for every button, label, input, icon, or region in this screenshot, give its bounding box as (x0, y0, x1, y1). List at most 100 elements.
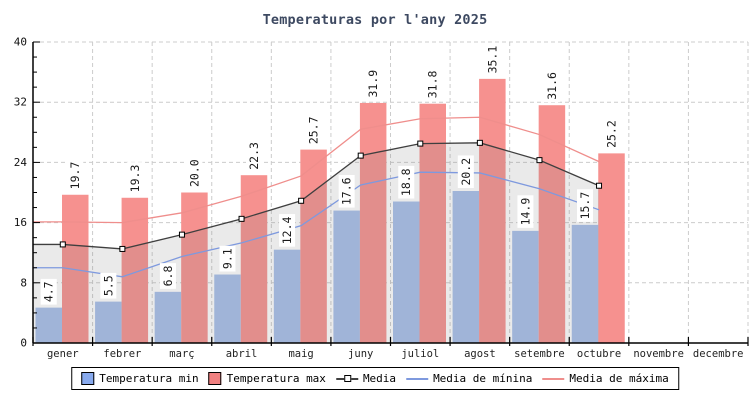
bar-max-value-label-bg (186, 156, 203, 190)
media-marker (357, 152, 364, 159)
bar-max-value-label: 25.2 (605, 120, 619, 148)
bar-max-value-label-bg (424, 68, 441, 101)
legend-line-swatch-icon (406, 377, 429, 380)
bar-max-value-label-bg (126, 162, 143, 195)
x-axis-label: gener (47, 348, 79, 360)
x-axis-label: setembre (514, 348, 565, 360)
y-axis-tick-label: 8 (20, 276, 27, 289)
bar-min-value-label-bg (219, 245, 236, 272)
x-axis-label: maig (288, 348, 313, 360)
legend-bar-swatch-icon (81, 372, 95, 385)
bar-min-value-label: 4.7 (42, 281, 56, 302)
media-marker (476, 139, 483, 146)
bar-min-value-label-bg (159, 263, 176, 289)
legend-item-temperatura-min: Temperatura min (81, 372, 199, 385)
legend-item-media-de-m-nina: Media de mínina (406, 372, 532, 385)
y-axis-tick-label: 16 (14, 216, 27, 229)
x-axis-label: març (169, 348, 194, 360)
bar-temperatura-max (598, 153, 625, 343)
bar-temperatura-min (95, 301, 122, 343)
x-axis-label: febrer (103, 348, 141, 360)
bar-min-value-label: 6.8 (161, 266, 175, 287)
media-shaded-area (33, 142, 600, 343)
bar-temperatura-min (452, 190, 480, 343)
legend-label: Media de máxima (569, 372, 669, 385)
x-axis-label: decembre (693, 348, 744, 360)
bar-temperatura-max (359, 102, 387, 343)
bar-min-value-label: 5.5 (101, 275, 115, 296)
bar-max-value-label: 31.9 (366, 70, 380, 98)
legend-line-swatch-icon (335, 375, 358, 382)
bar-min-value-label: 9.1 (221, 248, 235, 269)
legend-bar-swatch-icon (208, 372, 222, 385)
media-marker (536, 157, 543, 164)
bar-min-value-label-bg (279, 214, 296, 247)
bar-min-value-label-bg (457, 155, 474, 188)
bar-max-value-label-bg (484, 43, 501, 76)
y-axis-tick-label: 0 (20, 337, 27, 350)
legend-item-media-de-m-xima: Media de máxima (542, 372, 669, 385)
legend-label: Media de mínina (433, 372, 533, 385)
bar-min-value-label: 15.7 (578, 192, 592, 220)
chart-legend: Temperatura min Temperatura max Media Media… (71, 367, 679, 390)
bar-min-value-label: 18.8 (399, 168, 413, 196)
x-axis-label: juliol (401, 348, 439, 360)
bar-temperatura-min (154, 291, 182, 343)
legend-label: Temperatura max (226, 372, 326, 385)
y-axis-tick-label: 32 (14, 96, 27, 109)
bar-min-value-label: 14.9 (518, 198, 532, 226)
media-marker (59, 241, 66, 248)
x-axis-label: octubre (577, 348, 621, 360)
bar-min-value-label-bg (100, 272, 117, 299)
bar-temperatura-min (512, 230, 539, 343)
x-axis-label: agost (464, 348, 496, 360)
bar-temperatura-min (333, 210, 360, 343)
bar-max-value-label-bg (246, 139, 262, 173)
bar-max-value-label: 31.8 (426, 70, 440, 98)
media-marker (298, 197, 305, 204)
y-axis-tick-label: 24 (14, 156, 28, 169)
bar-max-value-label-bg (603, 117, 620, 151)
bar-temperatura-min (393, 201, 420, 343)
bar-temperatura-min (273, 249, 301, 343)
bar-max-value-label: 19.3 (128, 165, 142, 193)
bar-max-value-label: 19.7 (68, 162, 82, 190)
bar-temperatura-min (571, 224, 599, 343)
legend-line-swatch-icon (542, 377, 565, 380)
bar-min-value-label-bg (338, 174, 355, 208)
bar-max-value-label: 31.6 (545, 72, 559, 100)
bar-min-value-label: 17.6 (340, 177, 354, 205)
bar-temperatura-min (35, 307, 62, 343)
bar-min-value-label: 12.4 (280, 216, 294, 244)
y-axis-tick-label: 40 (14, 36, 27, 49)
media-marker (238, 215, 245, 222)
bar-min-value-label: 20.2 (459, 158, 473, 186)
legend-label: Media (362, 372, 397, 385)
bar-temperatura-max (300, 149, 327, 343)
x-axis-label: novembre (633, 348, 684, 360)
x-axis-label: abril (226, 348, 258, 360)
bar-min-value-label-bg (517, 195, 534, 228)
bar-max-value-label-bg (365, 67, 382, 100)
bar-min-value-label-bg (577, 189, 593, 222)
media-de-maxima-line (33, 116, 600, 224)
legend-item-temperatura-max: Temperatura max (208, 372, 326, 385)
legend-label: Temperatura min (99, 372, 199, 385)
bar-max-value-label: 20.0 (187, 159, 201, 187)
chart-title: Temperaturas por l'any 2025 (262, 12, 488, 28)
bar-min-value-label-bg (40, 278, 57, 305)
bar-max-value-label: 35.1 (485, 46, 499, 74)
media-marker (596, 182, 603, 189)
bar-temperatura-min (214, 274, 241, 343)
bar-temperatura-max (181, 192, 208, 343)
bar-max-value-label-bg (543, 69, 560, 103)
bar-max-value-label: 25.7 (307, 116, 321, 144)
bar-temperatura-max (240, 175, 268, 343)
media-marker (178, 231, 185, 238)
bar-max-value-label: 22.3 (247, 142, 261, 170)
media-marker (119, 245, 126, 252)
bar-max-value-label-bg (305, 114, 322, 147)
legend-open-square-marker-icon (343, 375, 351, 382)
media-marker (417, 140, 424, 147)
